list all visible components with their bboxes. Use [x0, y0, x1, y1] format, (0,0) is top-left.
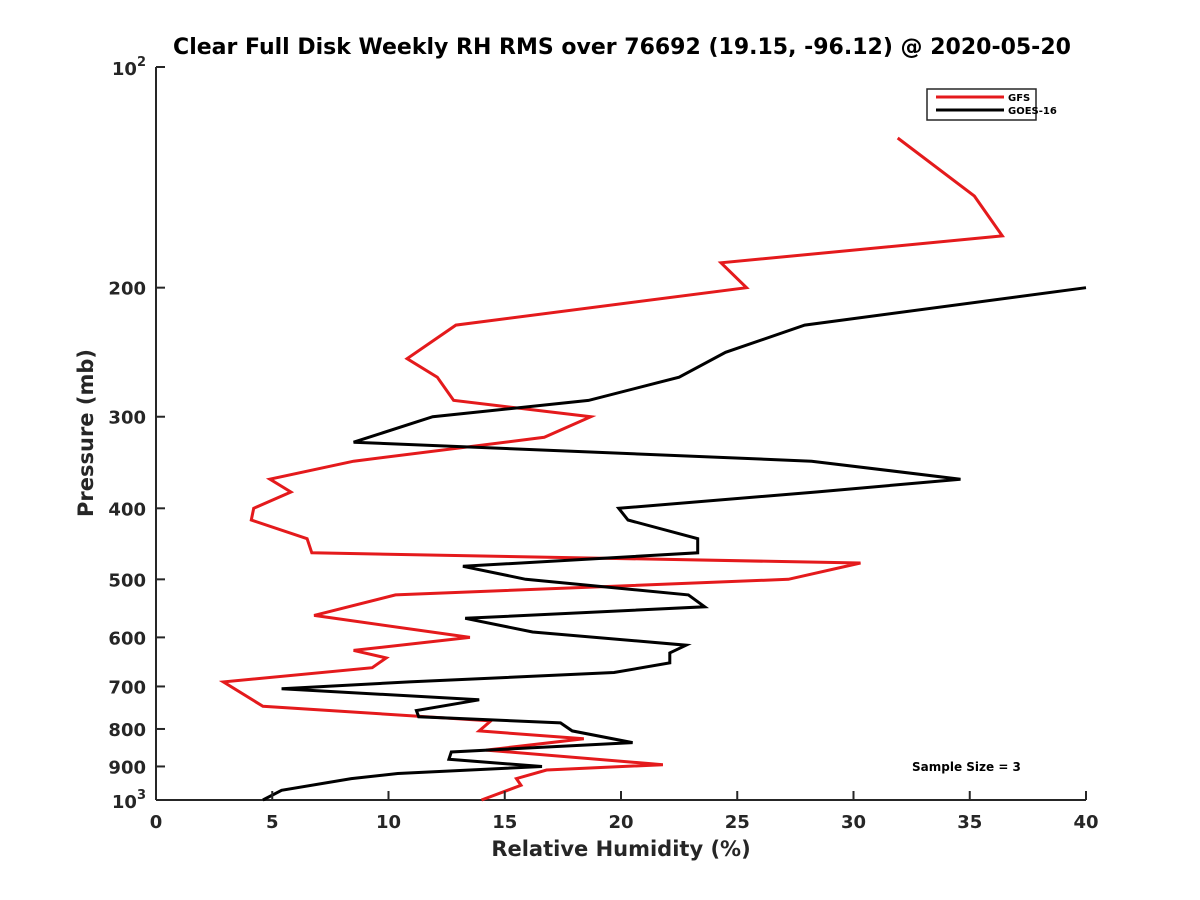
series-line-gfs: [218, 136, 1006, 802]
x-tick-label: 0: [150, 812, 163, 833]
y-axis: 200 300 400 500 600 700 800 900 102 103: [108, 55, 165, 813]
sample-size-annotation: Sample Size = 3: [912, 760, 1021, 774]
y-tick-label: 600: [108, 628, 146, 649]
legend-label: GOES-16: [1008, 106, 1057, 117]
x-axis-label: Relative Humidity (%): [491, 837, 750, 861]
y-tick-label: 400: [108, 499, 146, 520]
y-tick-label: 700: [108, 677, 146, 698]
x-tick-label: 30: [841, 812, 866, 833]
chart-title: Clear Full Disk Weekly RH RMS over 76692…: [173, 35, 1071, 60]
y-tick-label-power: 102: [112, 55, 146, 80]
series-line-goes-16: [262, 286, 1087, 802]
x-tick-label: 15: [492, 812, 517, 833]
y-tick-label: 300: [108, 408, 146, 429]
x-axis: 0 5 10 15 20 25 30 35 40: [150, 791, 1099, 833]
x-tick-label: 5: [266, 812, 279, 833]
x-tick-label: 40: [1073, 812, 1098, 833]
y-axis-label: Pressure (mb): [74, 349, 98, 517]
legend: GFS GOES-16: [926, 88, 1057, 121]
x-tick-label: 35: [957, 812, 982, 833]
legend-box: [926, 88, 1037, 121]
y-tick-label-power: 103: [112, 788, 146, 813]
y-tick-label: 900: [108, 757, 146, 778]
legend-label: GFS: [1008, 93, 1030, 104]
x-tick-label: 20: [608, 812, 633, 833]
series-layer: [218, 136, 1087, 802]
x-tick-label: 10: [376, 812, 401, 833]
y-tick-label: 500: [108, 570, 146, 591]
x-tick-label: 25: [725, 812, 750, 833]
y-tick-label: 200: [108, 279, 146, 300]
y-tick-label: 800: [108, 720, 146, 741]
